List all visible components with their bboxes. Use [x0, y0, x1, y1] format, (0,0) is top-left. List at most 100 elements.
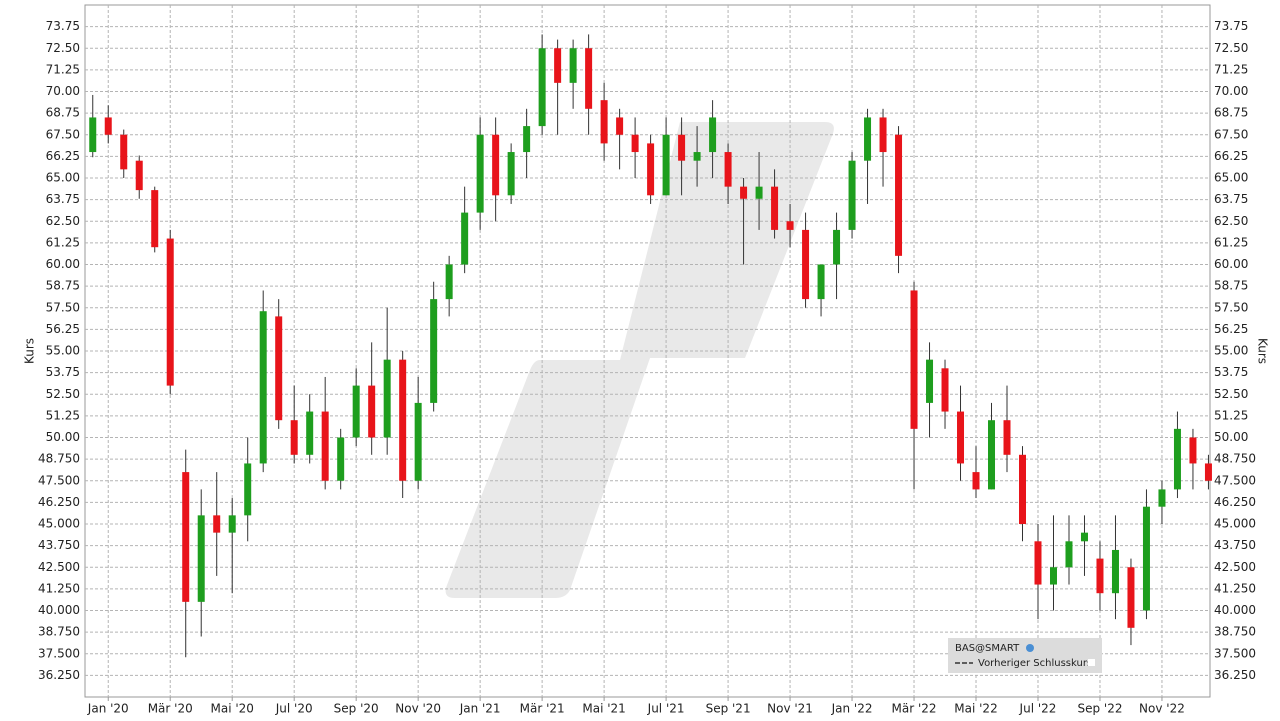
candle-body — [1173, 428, 1181, 490]
candle-body — [802, 229, 810, 300]
y-tick-label: 42.500 — [38, 560, 80, 574]
x-tick-label: Jan '21 — [459, 702, 501, 716]
y-tick-label-right: 50.00 — [1214, 430, 1248, 444]
y-tick-label: 46.250 — [38, 495, 80, 509]
candle-body — [755, 186, 763, 199]
y-tick-label-right: 38.750 — [1214, 625, 1256, 639]
candle-body — [1127, 567, 1135, 628]
y-tick-label: 65.00 — [46, 171, 80, 185]
y-tick-label-right: 45.000 — [1214, 517, 1256, 531]
y-tick-label: 52.50 — [46, 387, 80, 401]
y-tick-label-right: 65.00 — [1214, 171, 1248, 185]
candle-body — [352, 385, 360, 438]
y-tick-label: 67.50 — [46, 127, 80, 141]
candle-body — [244, 463, 252, 516]
candle-body — [1034, 541, 1042, 585]
legend-checkbox — [1088, 659, 1095, 666]
x-tick-label: Nov '20 — [395, 702, 441, 716]
y-tick-label-right: 68.75 — [1214, 106, 1248, 120]
candle-body — [1111, 549, 1119, 594]
y-tick-label: 51.25 — [46, 408, 80, 422]
candle-body — [585, 48, 593, 109]
y-tick-label: 38.750 — [38, 625, 80, 639]
y-tick-label-right: 43.750 — [1214, 538, 1256, 552]
candle-body — [1158, 489, 1166, 507]
y-tick-label: 41.250 — [38, 581, 80, 595]
candle-body — [321, 411, 329, 481]
x-tick-label: Mai '21 — [582, 702, 625, 716]
x-tick-label: Mai '22 — [954, 702, 997, 716]
candle-body — [306, 411, 314, 455]
candle-body — [1189, 437, 1197, 464]
x-tick-label: Mär '21 — [520, 702, 565, 716]
x-tick-label: Nov '21 — [767, 702, 813, 716]
y-tick-label: 50.00 — [46, 430, 80, 444]
candle-body — [89, 117, 97, 153]
y-tick-label: 68.75 — [46, 106, 80, 120]
candle-body — [833, 229, 841, 265]
candle-body — [275, 316, 283, 421]
legend-title: BAS@SMART — [955, 643, 1020, 654]
y-tick-label-right: 37.500 — [1214, 646, 1256, 660]
candle-body — [197, 515, 205, 602]
legend: BAS@SMART Vorheriger Schlusskurs — [948, 638, 1102, 673]
candle-body — [166, 238, 174, 386]
y-tick-label-right: 42.500 — [1214, 560, 1256, 574]
legend-icon — [1026, 644, 1034, 652]
x-tick-label: Jan '20 — [87, 702, 129, 716]
x-tick-label: Mai '20 — [210, 702, 253, 716]
candle-body — [414, 402, 422, 481]
watermark — [445, 122, 834, 598]
candle-body — [461, 212, 469, 265]
candle-body — [151, 190, 159, 248]
candle-body — [647, 143, 655, 196]
candle-body — [848, 160, 856, 230]
candle-body — [492, 134, 500, 196]
candle-body — [724, 152, 732, 187]
y-tick-label: 60.00 — [46, 257, 80, 271]
candle-body — [1019, 454, 1026, 524]
x-tick-label: Sep '21 — [706, 702, 751, 716]
y-tick-label: 45.000 — [38, 517, 80, 531]
candle-body — [988, 420, 996, 490]
candle-body — [631, 134, 639, 153]
x-tick-label: Sep '20 — [334, 702, 379, 716]
y-tick-label-right: 71.25 — [1214, 62, 1248, 76]
y-tick-label-right: 67.50 — [1214, 127, 1248, 141]
y-tick-label: 61.25 — [46, 235, 80, 249]
candle-body — [817, 264, 825, 300]
candle-body — [678, 134, 686, 161]
y-axis-title-right: Kurs — [1256, 338, 1270, 364]
y-tick-label-right: 61.25 — [1214, 235, 1248, 249]
candle-body — [957, 411, 965, 464]
y-tick-label: 36.250 — [38, 668, 80, 682]
y-tick-label-right: 40.000 — [1214, 603, 1256, 617]
legend-box — [948, 638, 1102, 673]
candle-body — [259, 311, 267, 464]
x-tick-label: Nov '22 — [1139, 702, 1185, 716]
candle-body — [120, 134, 128, 170]
candle-body — [771, 186, 779, 230]
y-tick-label-right: 70.00 — [1214, 84, 1248, 98]
candle-body — [213, 515, 221, 533]
y-tick-label: 37.500 — [38, 646, 80, 660]
candle-body — [104, 117, 112, 135]
candle-body — [368, 385, 376, 438]
candle-body — [1003, 420, 1011, 455]
y-tick-label: 66.25 — [46, 149, 80, 163]
y-tick-label: 72.50 — [46, 41, 80, 55]
y-tick-label: 62.50 — [46, 214, 80, 228]
x-tick-label: Mär '20 — [148, 702, 193, 716]
candle-body — [507, 152, 515, 196]
y-tick-label-right: 48.750 — [1214, 452, 1256, 466]
y-tick-label: 56.25 — [46, 322, 80, 336]
candle-body — [709, 117, 717, 153]
y-tick-label-right: 73.75 — [1214, 19, 1248, 33]
y-tick-label-right: 47.500 — [1214, 473, 1256, 487]
candle-body — [941, 368, 949, 412]
candle-body — [476, 134, 484, 213]
candle-body — [910, 290, 918, 429]
candle-body — [740, 186, 748, 199]
candle-body — [864, 117, 872, 161]
candle-body — [445, 264, 453, 300]
